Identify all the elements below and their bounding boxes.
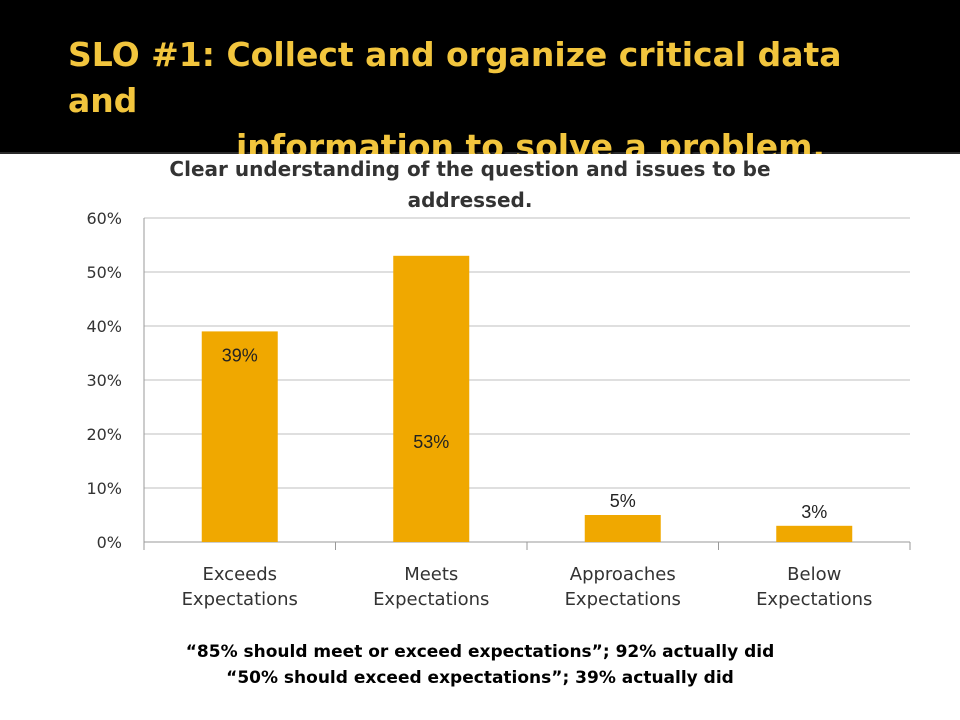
y-tick-label: 60%: [86, 209, 122, 228]
chart-title-line-2: addressed.: [408, 188, 533, 212]
note-line-1: “85% should meet or exceed expectations”…: [185, 642, 775, 662]
y-tick-label: 50%: [86, 263, 122, 282]
y-tick-label: 30%: [86, 371, 122, 390]
y-tick-label: 20%: [86, 425, 122, 444]
data-label: 5%: [610, 491, 636, 511]
y-tick-label: 40%: [86, 317, 122, 336]
x-category-label: Expectations: [756, 589, 872, 610]
slide-title-line-1: SLO #1: Collect and organize critical da…: [68, 35, 842, 120]
x-category-label: Exceeds: [202, 564, 277, 585]
bar-chart: Clear understanding of the question and …: [86, 157, 911, 610]
bar: [201, 331, 278, 542]
x-category-label: Meets: [404, 564, 458, 585]
bar: [393, 255, 470, 543]
x-category-label: Expectations: [565, 589, 681, 610]
x-category-label: Expectations: [182, 589, 298, 610]
y-tick-label: 0%: [97, 533, 122, 552]
bar: [584, 515, 661, 542]
slide-content: Clear understanding of the question and …: [0, 154, 960, 720]
y-tick-label: 10%: [86, 479, 122, 498]
data-label: 53%: [413, 432, 449, 452]
slide-title: SLO #1: Collect and organize critical da…: [40, 32, 920, 170]
data-label: 3%: [801, 502, 827, 522]
x-category-label: Below: [787, 564, 841, 585]
bar: [776, 525, 853, 542]
chart-title-line-1: Clear understanding of the question and …: [169, 157, 770, 181]
x-category-label: Approaches: [570, 564, 676, 585]
note-line-2: “50% should exceed expectations”; 39% ac…: [226, 668, 734, 688]
x-category-label: Expectations: [373, 589, 489, 610]
title-bar: SLO #1: Collect and organize critical da…: [0, 0, 960, 166]
data-label: 39%: [222, 345, 258, 365]
